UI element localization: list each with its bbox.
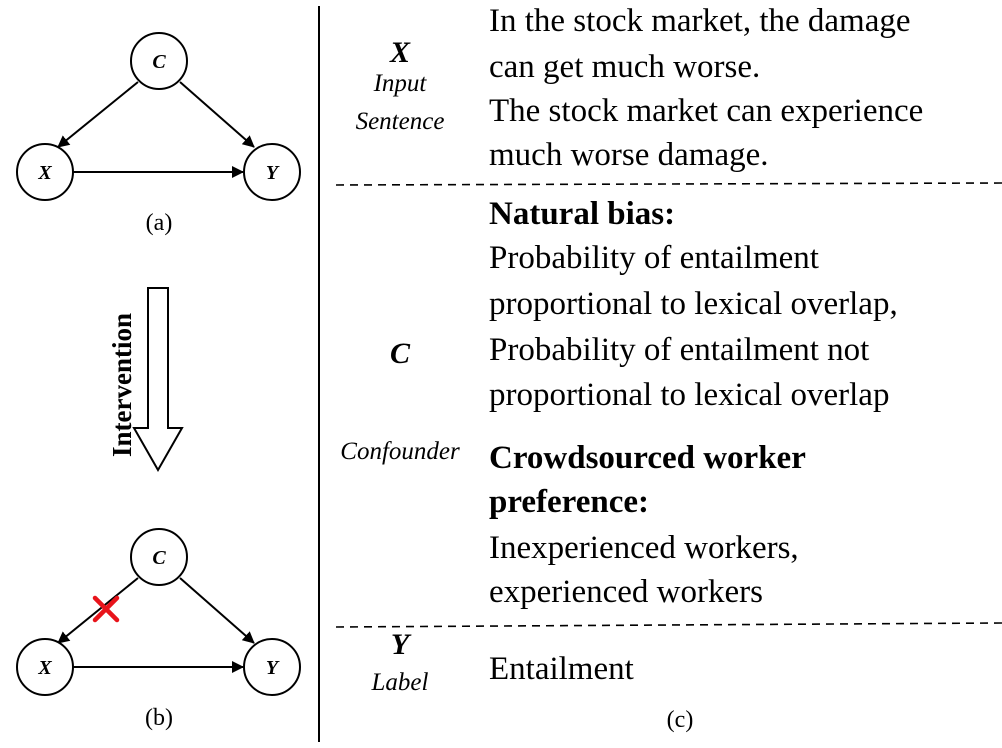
caption-c: (c)	[666, 707, 694, 733]
node-x	[16, 638, 74, 696]
x-label-line: Input	[373, 70, 427, 97]
x-content-line: In the stock market, the damage	[489, 3, 911, 39]
node-c	[130, 528, 188, 586]
y-content-line: Entailment	[489, 651, 634, 687]
node-c-label: C	[152, 51, 166, 73]
separator-x-c	[335, 182, 1002, 186]
node-x-label: X	[37, 657, 52, 679]
c-group-heading: Natural bias:	[489, 196, 676, 232]
c-group-line: proportional to lexical overlap,	[489, 286, 898, 322]
x-content-line: can get much worse.	[489, 49, 761, 85]
edge-c-to-y	[179, 577, 255, 644]
separator-c-y	[335, 622, 1002, 628]
node-y	[243, 143, 301, 201]
node-x	[16, 143, 74, 201]
node-y-label: Y	[266, 657, 280, 679]
edge-c-to-y	[179, 81, 255, 148]
node-c-label: C	[152, 547, 166, 569]
node-c	[130, 32, 188, 90]
intervention-arrow	[132, 287, 184, 473]
c-group-line: Probability of entailment not	[489, 332, 870, 368]
x-label-line: Sentence	[355, 108, 445, 135]
node-y	[243, 638, 301, 696]
edge-c-to-x	[57, 81, 139, 148]
c-group-heading: preference:	[489, 484, 650, 520]
node-x-label: X	[37, 162, 52, 184]
c-label: Confounder	[340, 438, 460, 465]
c-group-line: Probability of entailment	[489, 240, 819, 276]
intervention-label: Intervention	[107, 313, 137, 457]
caption-b: (b)	[145, 705, 173, 731]
cut-edge-icon	[92, 595, 120, 623]
x-content-line: much worse damage.	[489, 137, 769, 173]
c-group-line: experienced workers	[489, 574, 763, 610]
causal-graph-b: C X Y (b)	[16, 528, 301, 731]
x-content-line: The stock market can experience	[489, 93, 924, 129]
edge-c-to-x-blocked	[57, 577, 139, 644]
c-group-line: proportional to lexical overlap	[489, 377, 890, 413]
c-group-line: Inexperienced workers,	[489, 530, 799, 566]
c-symbol: C	[389, 337, 410, 370]
node-y-label: Y	[266, 162, 280, 184]
y-label: Label	[371, 669, 429, 696]
x-symbol: X	[389, 36, 410, 69]
c-group-heading: Crowdsourced worker	[489, 440, 806, 476]
caption-a: (a)	[146, 210, 173, 236]
causal-graph-a: C X Y (a)	[16, 32, 301, 236]
causal-graphs-panel: C X Y (a) Intervention C X Y (b)	[16, 6, 320, 742]
y-symbol: Y	[390, 628, 410, 661]
